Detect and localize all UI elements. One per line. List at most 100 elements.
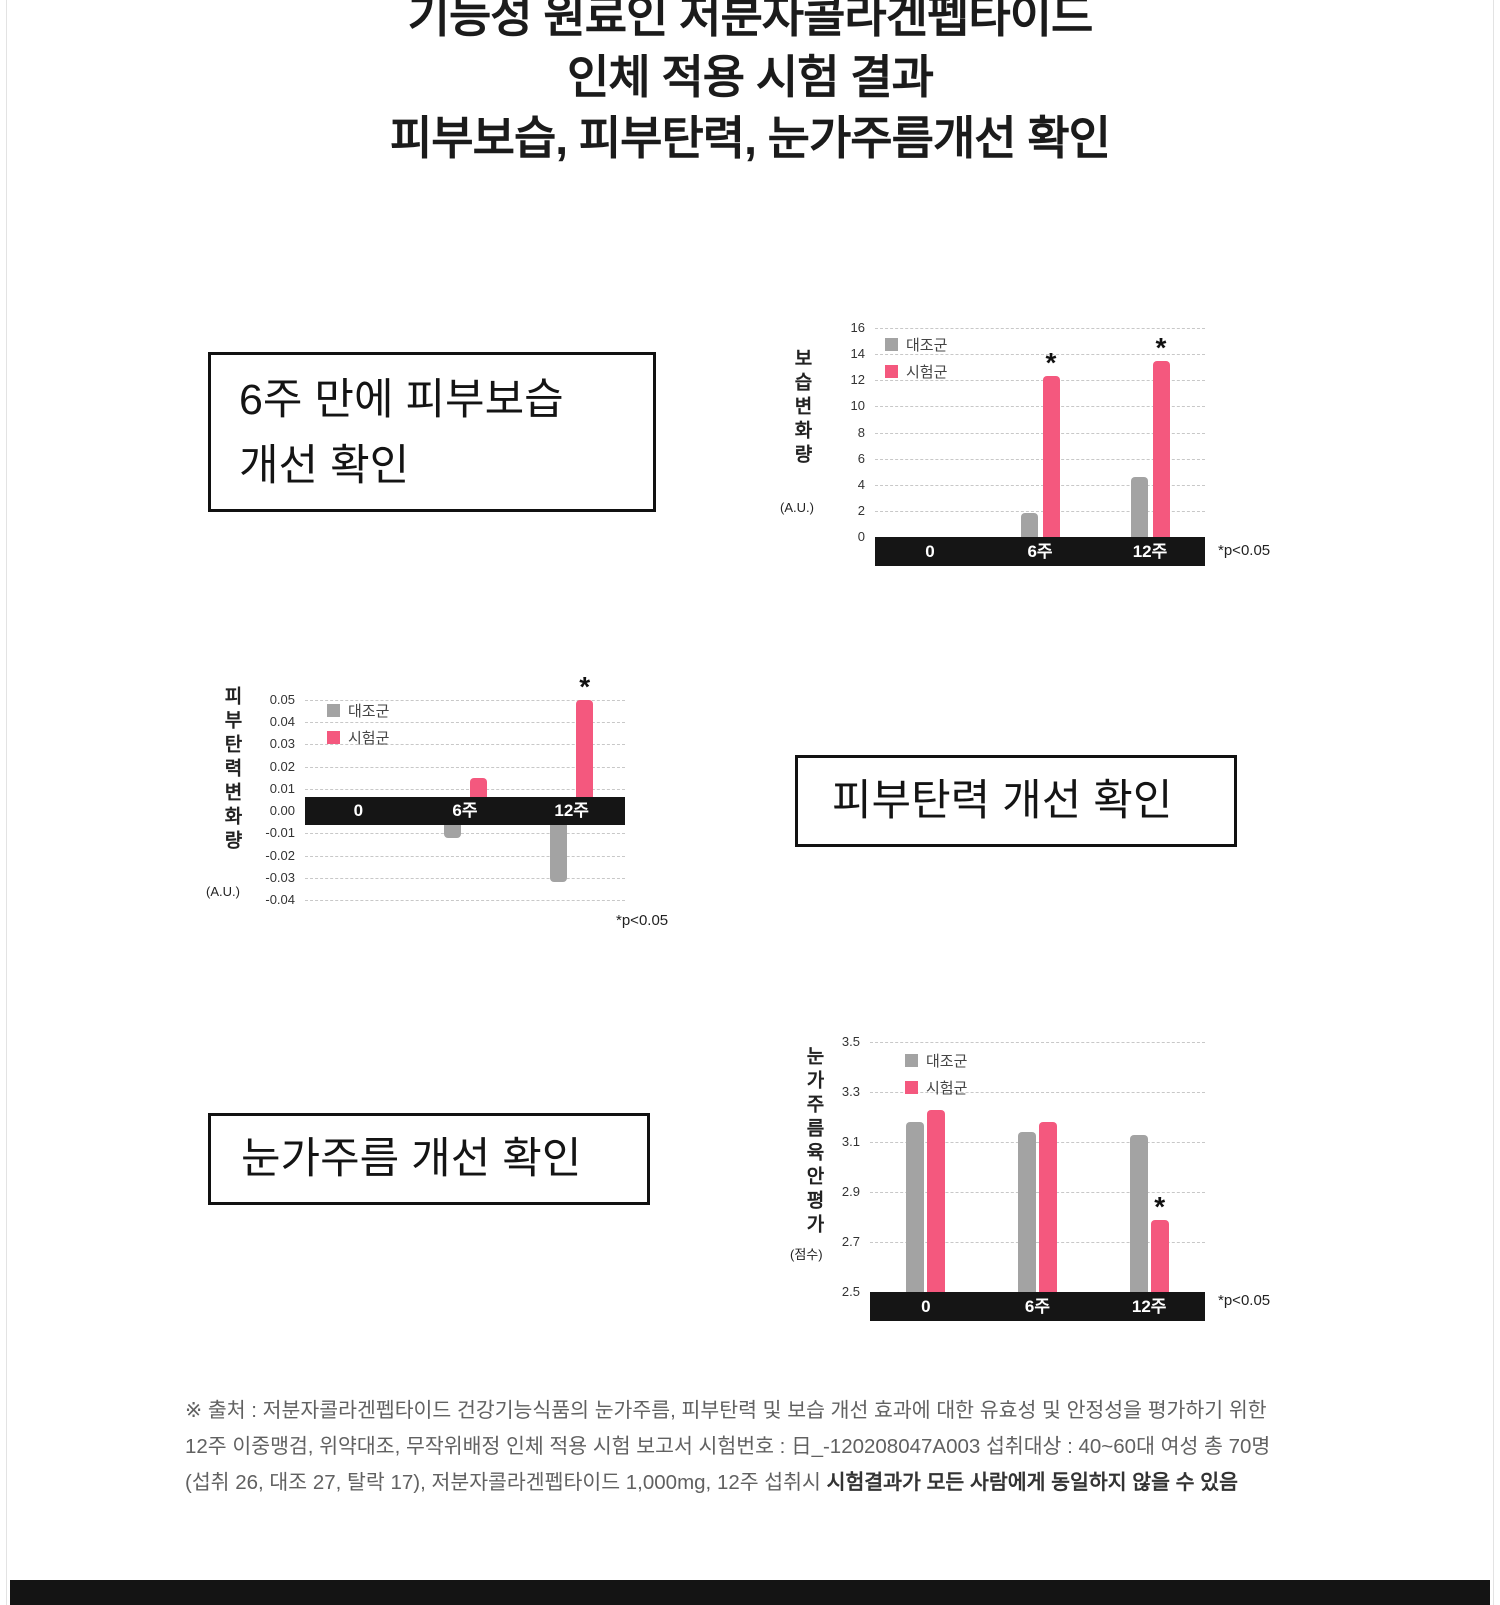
y-axis-unit: (점수)	[790, 1247, 823, 1262]
bar-test	[927, 1109, 946, 1292]
gridline	[305, 744, 625, 746]
legend-swatch-test	[885, 365, 898, 378]
gridline	[875, 432, 1205, 434]
legend-item: 대조군	[885, 334, 947, 355]
title-line-2: 인체 적용 시험 결과	[567, 51, 934, 103]
legend-swatch-control	[885, 338, 898, 351]
y-tick-label: 4	[857, 476, 865, 492]
chart-plot-area: 2.5 2.7 2.9 3.1 3.3 3.5 0 6주 12주 * 대조군 시험군	[842, 1034, 1205, 1321]
y-tick-label: 0	[857, 529, 865, 544]
footnote-text: ※ 출처 : 저분자콜라겐펩타이드 건강기능식품의 눈가주름, 피부탄력 및 보…	[185, 1399, 1267, 1422]
chart-legend: 대조군 시험군	[905, 1050, 967, 1098]
y-tick-label: 8	[857, 424, 865, 440]
gridline	[870, 1092, 1205, 1093]
y-tick-label: 12	[850, 372, 865, 388]
gridline	[305, 833, 625, 835]
chart-plot-area: 0 2 4 6 8 10 12 14 16 0 6주 12주 * * 대조군 시험군	[851, 320, 1205, 566]
gridline	[305, 722, 625, 724]
y-tick-label: -0.01	[265, 825, 295, 841]
footnote-bold-text: 시험결과가 모든 사람에게 동일하지 않을 수 있음	[826, 1471, 1238, 1494]
footnote-line: (섭취 26, 대조 27, 탈락 17), 저분자콜라겐펩타이드 1,000m…	[185, 1465, 1365, 1501]
page-edge-left	[6, 0, 7, 1605]
y-tick-label: 0.05	[269, 692, 295, 707]
legend-item: 시험군	[905, 1077, 967, 1098]
y-axis-label: 눈가주름육안평가	[803, 1046, 824, 1238]
y-axis-label: 보습변화량	[791, 348, 812, 468]
significance-note: *p<0.05	[1218, 542, 1271, 559]
legend-swatch-control	[327, 704, 340, 717]
callout-elasticity: 피부탄력 개선 확인	[795, 755, 1237, 847]
gridline	[870, 1142, 1205, 1143]
x-category-label: 6주	[1024, 1297, 1051, 1316]
legend-swatch-test	[327, 731, 340, 744]
y-tick-label: 3.5	[841, 1034, 860, 1049]
gridline	[875, 406, 1205, 408]
bar-test	[1042, 376, 1060, 537]
legend-item: 대조군	[327, 700, 389, 721]
legend-swatch-control	[905, 1054, 918, 1067]
footnote-line: 12주 이중맹검, 위약대조, 무작위배정 인체 적용 시험 보고서 시험번호 …	[185, 1429, 1365, 1465]
significance-star: *	[1045, 347, 1057, 379]
callout-moisture-line1: 6주 만에 피부보습	[239, 376, 564, 424]
gridline	[305, 766, 625, 768]
legend-swatch-test	[905, 1081, 918, 1094]
bottom-black-bar	[10, 1580, 1490, 1605]
bar-control	[906, 1122, 925, 1292]
significance-star: *	[1154, 1190, 1166, 1222]
legend-item: 시험군	[327, 727, 389, 748]
footnote-text: 12주 이중맹검, 위약대조, 무작위배정 인체 적용 시험 보고서 시험번호 …	[185, 1435, 1271, 1458]
x-axis-bar	[875, 537, 1205, 566]
significance-star: *	[579, 671, 591, 702]
y-tick-label: 0.02	[269, 758, 295, 774]
title-line-1: 기능성 원료인 저분자콜라겐펩타이드	[407, 0, 1094, 42]
y-tick-label: 2.9	[841, 1184, 860, 1199]
y-tick-label: -0.03	[265, 869, 295, 885]
gridline	[875, 510, 1205, 512]
x-category-label: 6주	[452, 801, 478, 821]
bar-control	[1018, 1132, 1036, 1292]
gridline	[305, 877, 625, 879]
gridline	[305, 788, 625, 790]
x-category-label: 12주	[1131, 1297, 1167, 1316]
y-axis-unit: (A.U.)	[206, 884, 240, 899]
gridline	[870, 1192, 1205, 1193]
significance-note: *p<0.05	[1218, 1292, 1271, 1309]
bar-test	[576, 700, 594, 812]
y-tick-label: 2.7	[841, 1234, 860, 1249]
legend-label: 시험군	[348, 730, 390, 747]
footnote-text: (섭취 26, 대조 27, 탈락 17), 저분자콜라겐펩타이드 1,000m…	[185, 1471, 827, 1494]
chart-elasticity: 0.05 0.04 0.03 0.02 0.01 0.00 -0.01 -0.02 -0.03 -…	[200, 671, 760, 978]
bar-control	[1129, 1134, 1148, 1292]
chart-moisture: 0 2 4 6 8 10 12 14 16 0 6주 12주 * * 대조군 시험군 보습변화량 (A.U.) *p…	[780, 320, 1320, 610]
footnote: ※ 출처 : 저분자콜라겐펩타이드 건강기능식품의 눈가주름, 피부탄력 및 보…	[185, 1393, 1365, 1501]
legend-item: 시험군	[885, 361, 947, 382]
callout-moisture: 6주 만에 피부보습 개선 확인	[208, 352, 656, 512]
y-tick-label: 3.3	[841, 1084, 860, 1099]
bar-control	[1020, 513, 1038, 537]
callout-wrinkle: 눈가주름 개선 확인	[208, 1113, 650, 1205]
bar-control	[550, 811, 568, 883]
y-tick-label: 0.01	[269, 780, 295, 796]
y-tick-label: 2	[857, 502, 865, 518]
y-tick-label: 0.00	[269, 803, 295, 819]
x-axis-bar	[870, 1292, 1205, 1321]
page-title: 기능성 원료인 저분자콜라겐펩타이드 인체 적용 시험 결과 피부보습, 피부탄…	[0, 0, 1500, 169]
y-axis-label: 피부탄력변화량	[221, 686, 242, 854]
bar-test	[1150, 1219, 1169, 1292]
legend-label: 대조군	[906, 337, 948, 354]
y-tick-label: 16	[850, 320, 865, 335]
y-axis-unit: (A.U.)	[780, 500, 814, 515]
title-line-3: 피부보습, 피부탄력, 눈가주름개선 확인	[389, 112, 1111, 164]
y-tick-label: 14	[850, 346, 865, 362]
legend-label: 시험군	[926, 1080, 968, 1097]
y-tick-label: 0.03	[269, 736, 295, 752]
legend-label: 시험군	[906, 364, 948, 381]
x-category-label: 6주	[1027, 542, 1053, 561]
gridline	[875, 328, 1205, 329]
gridline	[875, 380, 1205, 382]
y-tick-label: -0.02	[265, 847, 295, 863]
gridline	[875, 484, 1205, 486]
